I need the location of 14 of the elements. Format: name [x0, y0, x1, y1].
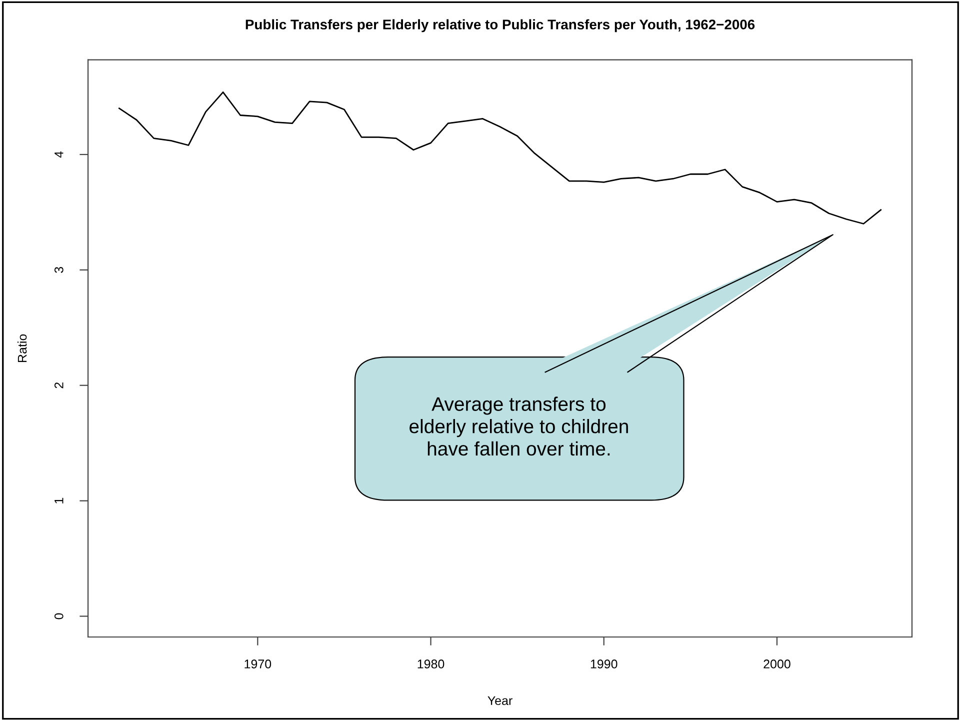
- x-tick-label: 1980: [418, 660, 444, 668]
- y-tick-label: 1: [54, 498, 64, 504]
- x-tick-label: 2000: [764, 660, 790, 668]
- chart-title: Public Transfers per Elderly relative to Public Transfers per Youth, 1962−2006: [246, 19, 755, 32]
- y-tick-label: 2: [54, 382, 64, 388]
- line-series: [118, 91, 882, 224]
- x-axis-title: Year: [488, 696, 512, 706]
- x-tick-label: 1990: [590, 660, 618, 668]
- y-axis-title: Ratio: [18, 334, 27, 362]
- y-tick-label: 3: [54, 267, 64, 273]
- y-tick-label: 4: [54, 151, 64, 158]
- x-tick-label: 1970: [244, 660, 272, 668]
- annotation: Average transfers to elderly relative to children have fallen over time.: [410, 396, 628, 456]
- y-tick-label: 0: [54, 613, 64, 620]
